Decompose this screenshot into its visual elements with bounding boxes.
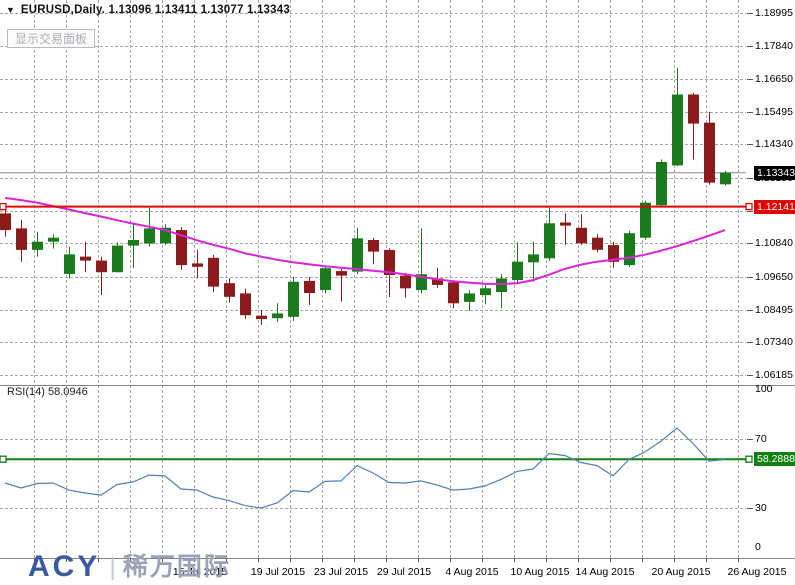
candle <box>608 241 619 268</box>
candle <box>688 93 699 160</box>
grid-layer <box>0 0 746 558</box>
candle <box>576 214 587 246</box>
candle <box>544 207 555 261</box>
show-trade-panel-button[interactable]: 显示交易面板 <box>7 29 96 48</box>
candle <box>0 210 11 237</box>
candle <box>176 227 187 270</box>
candle <box>592 234 603 253</box>
pane-dividers <box>0 385 795 559</box>
candle <box>32 231 43 257</box>
logo-separator: | <box>109 553 116 581</box>
candle <box>48 234 59 249</box>
candle <box>320 265 331 294</box>
rsi-level-line[interactable] <box>0 455 753 463</box>
chart-title-row: ▼ EURUSD,Daily. 1.13096 1.13411 1.13077 … <box>6 4 290 16</box>
candle <box>624 230 635 267</box>
candle <box>272 303 283 323</box>
candle <box>160 224 171 246</box>
rsi-level-tag[interactable]: 58.2888 <box>754 452 795 467</box>
candle <box>16 219 27 262</box>
candle <box>448 280 459 309</box>
candle <box>224 278 235 303</box>
candle <box>400 272 411 298</box>
candle <box>368 237 379 265</box>
ma-line <box>4 196 726 286</box>
candle <box>416 228 427 294</box>
candle <box>112 242 123 273</box>
logo-text-acy: ACY <box>28 550 101 583</box>
candle <box>128 223 139 268</box>
acy-logo: ACY | 稀万国际 <box>28 550 231 583</box>
current-price-tag: 1.13343 <box>754 165 795 180</box>
candle <box>80 241 91 273</box>
candle <box>656 159 667 207</box>
candle <box>304 277 315 305</box>
logo-text-chinese: 稀万国际 <box>122 553 231 581</box>
candle <box>352 227 363 275</box>
trendline-horizontal[interactable] <box>0 202 753 211</box>
chart-title: EURUSD,Daily. 1.13096 1.13411 1.13077 1.… <box>20 4 290 16</box>
candle <box>672 67 683 167</box>
rsi-line <box>4 427 726 509</box>
candle <box>336 269 347 302</box>
candle <box>464 290 475 311</box>
candle <box>64 246 75 279</box>
candle <box>432 267 443 288</box>
candle <box>208 254 219 293</box>
candle <box>496 274 507 309</box>
candle <box>240 288 251 320</box>
trendline-price-tag[interactable]: 1.12141 <box>754 199 795 214</box>
candle <box>96 256 107 296</box>
candle <box>288 276 299 322</box>
candle <box>528 241 539 282</box>
chevron-down-icon[interactable]: ▼ <box>6 5 15 15</box>
candle <box>560 213 571 246</box>
candle <box>720 170 731 186</box>
candle <box>480 284 491 305</box>
candle <box>512 242 523 283</box>
axis-ticks <box>34 13 753 562</box>
rsi-indicator-caption: RSI(14) 58.0946 <box>7 386 88 398</box>
candles-layer <box>0 67 731 325</box>
candle <box>256 310 267 325</box>
candle <box>192 249 203 279</box>
candle <box>704 111 715 185</box>
